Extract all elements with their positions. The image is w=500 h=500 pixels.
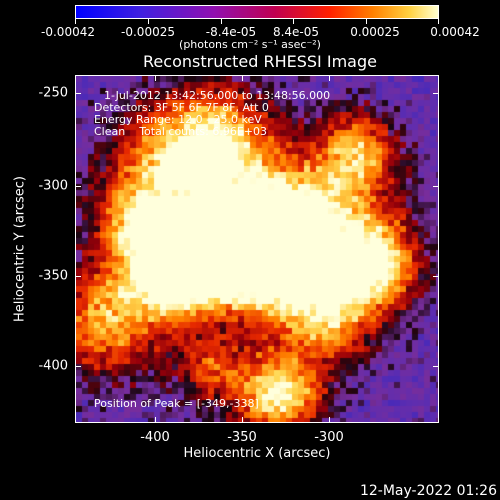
x-tick-label: -400: [140, 430, 170, 445]
colorbar-tick: [75, 19, 76, 24]
x-tick: [329, 417, 330, 423]
x-tick: [242, 417, 243, 423]
y-tick-label: -350: [38, 268, 68, 284]
x-tick: [329, 75, 330, 81]
colorbar-tick-label: 0.00025: [350, 25, 400, 39]
x-tick: [242, 75, 243, 81]
x-tick: [155, 75, 156, 81]
colorbar-units: (photons cm⁻² s⁻¹ asec⁻²): [179, 38, 321, 51]
colorbar-tick-label: -8.4e-05: [205, 25, 257, 39]
y-tick: [433, 93, 439, 94]
colorbar-tick-label: 8.4e-05: [272, 25, 320, 39]
colorbar-tick-label: -0.00025: [121, 25, 175, 39]
heatmap-image: [76, 76, 438, 422]
colorbar-tick: [438, 19, 439, 24]
y-tick: [75, 366, 81, 367]
colorbar-tick: [293, 19, 294, 24]
y-tick: [433, 186, 439, 187]
x-axis-title: Heliocentric X (arcsec): [183, 446, 331, 461]
y-tick: [75, 276, 81, 277]
y-tick-label: -300: [38, 178, 68, 194]
colorbar-tick-label: 0.00042: [430, 25, 480, 39]
colorbar-tick: [221, 19, 222, 24]
colorbar-tick-label: -0.00042: [41, 25, 95, 39]
x-tick-label: -350: [227, 430, 257, 445]
y-tick: [75, 93, 81, 94]
time-range-label: 1-Jul-2012 13:42:56.000 to 13:48:56.000: [104, 89, 331, 102]
y-tick: [433, 276, 439, 277]
energy-range-label: Energy Range: 12.0 - 25.0 keV: [94, 113, 262, 126]
timestamp: 12-May-2022 01:26: [359, 483, 497, 499]
y-axis-title: Heliocentric Y (arcsec): [12, 176, 28, 322]
clean-counts-label: Clean Total counts: 6.96E+03: [94, 125, 268, 138]
colorbar-tick: [148, 19, 149, 24]
peak-position-label: Position of Peak = [-349,-338]: [94, 397, 259, 410]
y-tick: [433, 366, 439, 367]
y-tick: [75, 186, 81, 187]
x-tick-label: -300: [314, 430, 344, 445]
y-tick-label: -400: [38, 358, 68, 374]
image-title: Reconstructed RHESSI Image: [143, 52, 377, 71]
x-tick: [155, 417, 156, 423]
colorbar: [75, 5, 439, 19]
colorbar-tick: [366, 19, 367, 24]
plot-area: 1-Jul-2012 13:42:56.000 to 13:48:56.000 …: [75, 75, 439, 423]
detectors-label: Detectors: 3F 5F 6F 7F 8F, Att 0: [94, 101, 269, 114]
y-tick-label: -250: [38, 85, 68, 101]
